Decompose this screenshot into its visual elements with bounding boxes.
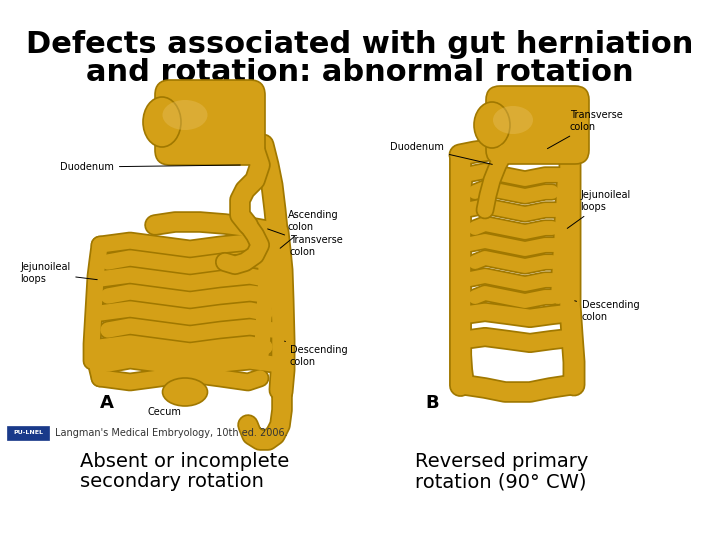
FancyBboxPatch shape [155,80,265,165]
Text: Transverse
colon: Transverse colon [268,229,343,257]
Text: Descending
colon: Descending colon [575,300,639,322]
Text: Cecum: Cecum [148,407,182,417]
Text: Ascending
colon: Ascending colon [280,211,338,248]
FancyBboxPatch shape [486,86,589,164]
Text: Defects associated with gut herniation: Defects associated with gut herniation [27,30,693,59]
Text: Duodenum: Duodenum [390,142,492,164]
Text: Absent or incomplete: Absent or incomplete [80,452,289,471]
Text: Descending
colon: Descending colon [284,341,348,367]
Ellipse shape [474,102,510,148]
Text: Jejunoileal
loops: Jejunoileal loops [20,262,97,284]
Text: Reversed primary: Reversed primary [415,452,588,471]
FancyBboxPatch shape [7,426,49,440]
Text: Duodenum: Duodenum [60,162,240,172]
Text: Langman's Medical Embryology, 10th ed. 2006.: Langman's Medical Embryology, 10th ed. 2… [55,428,287,438]
Ellipse shape [163,378,207,406]
Text: B: B [425,394,438,412]
Text: secondary rotation: secondary rotation [80,472,264,491]
Text: PU-LNEL: PU-LNEL [13,430,43,435]
Ellipse shape [493,106,533,134]
Text: and rotation: abnormal rotation: and rotation: abnormal rotation [86,58,634,87]
Text: A: A [100,394,114,412]
Text: rotation (90° CW): rotation (90° CW) [415,472,587,491]
Ellipse shape [143,97,181,147]
Text: Jejunoileal
loops: Jejunoileal loops [567,191,630,228]
Ellipse shape [163,100,207,130]
Text: Transverse
colon: Transverse colon [547,110,623,148]
